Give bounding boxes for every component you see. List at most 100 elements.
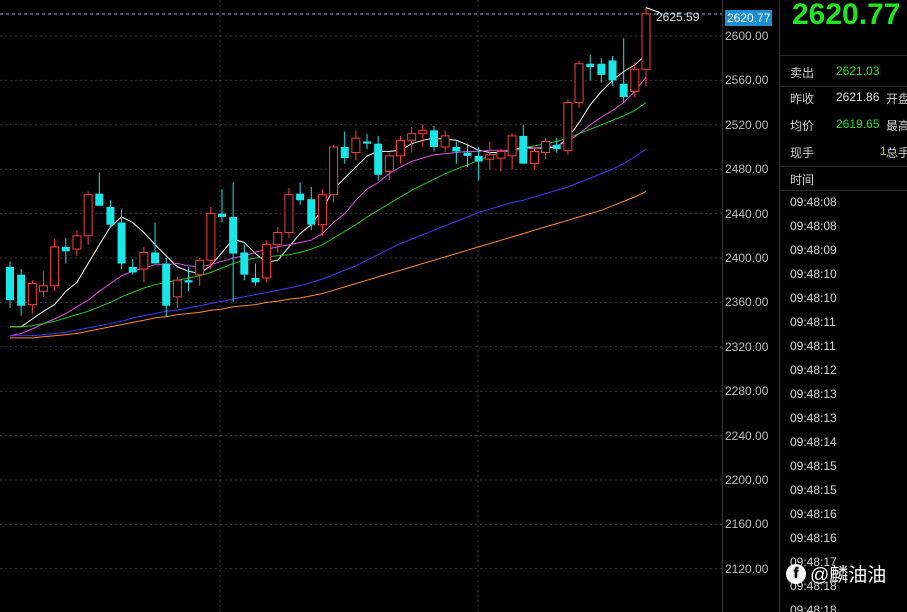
trade-time: 09:48:12	[790, 363, 837, 377]
candle-body	[262, 244, 272, 279]
watermark-text: @麟油油	[810, 565, 887, 586]
price-tick-label: 2480.00	[725, 162, 769, 177]
price-tick-label: 2280.00	[725, 384, 769, 399]
trade-time: 09:48:15	[790, 483, 837, 497]
candle-body	[240, 252, 249, 275]
panel-divider	[780, 86, 907, 87]
price-tick-label: 2200.00	[725, 473, 769, 487]
candle-body	[574, 63, 584, 104]
trade-time: 09:48:13	[790, 411, 837, 425]
quote-row-volume: 现手 1 总手	[790, 144, 907, 164]
candle-body	[6, 266, 14, 301]
kline-chart[interactable]	[0, 0, 722, 612]
price-tick-label: 2440.00	[725, 206, 769, 221]
price-tick-label: 2120.00	[725, 561, 769, 576]
quote-value: 2621.03	[836, 64, 880, 78]
trade-time: 09:48:09	[790, 243, 837, 257]
candle-body	[463, 152, 472, 156]
quote-row-prev-close: 昨收 2621.86 开盘	[790, 90, 907, 110]
price-axis: 2620.77 2600.00 2560.00 2520.00 2480.00 2440…	[722, 0, 780, 612]
candle-body	[374, 143, 383, 175]
price-tick-label: 2600.00	[725, 29, 769, 43]
candle-body	[363, 141, 372, 144]
watermark: f @麟油油	[786, 560, 886, 587]
candle-body	[172, 279, 182, 298]
price-tick-label: 2320.00	[725, 339, 769, 354]
candle-body	[117, 222, 126, 264]
quote-label: 均价	[790, 119, 815, 133]
panel-divider	[780, 166, 907, 167]
trade-time: 09:48:18	[790, 603, 837, 612]
candle-body	[61, 246, 70, 252]
candle-body	[151, 252, 160, 264]
last-price-tag: 2620.77	[725, 10, 773, 26]
candle-body	[128, 266, 137, 273]
kline-chart-area[interactable]: 2625.59	[0, 0, 722, 612]
quote-label-2: 开盘	[886, 92, 907, 106]
candle-body	[139, 251, 149, 270]
quote-label-2: 最高	[886, 119, 907, 133]
trade-time: 09:48:18	[790, 579, 837, 593]
candle-body	[340, 147, 349, 159]
candle-body	[507, 135, 517, 157]
high-marker-line	[645, 7, 661, 14]
candle-body	[597, 63, 606, 75]
trade-time: 09:48:16	[790, 531, 837, 545]
moving-average-line	[9, 76, 647, 337]
trade-time: 09:48:08	[790, 219, 837, 233]
panel-divider	[780, 55, 907, 56]
candle-body	[195, 259, 205, 276]
candle-body	[496, 150, 506, 159]
candle-body	[27, 283, 37, 306]
candle-body	[38, 285, 48, 292]
price-tick-label: 2240.00	[725, 428, 769, 443]
quote-value: 2619.65	[836, 117, 880, 131]
candle-body	[307, 199, 316, 225]
moving-average-line	[10, 148, 647, 337]
candle-body	[430, 130, 438, 147]
candle-body	[396, 139, 406, 157]
candle-body	[329, 146, 339, 196]
candle-body	[619, 83, 628, 98]
candle-body	[229, 216, 238, 254]
candle-body	[162, 263, 171, 306]
quote-label: 卖出	[790, 66, 815, 80]
quote-row-sell: 卖出 2621.03	[790, 64, 907, 84]
candle-body	[641, 13, 651, 70]
candle-body	[452, 147, 461, 152]
facebook-icon: f	[786, 563, 806, 584]
candle-body	[586, 63, 595, 68]
candle-body	[251, 277, 260, 283]
price-tick-label: 2160.00	[725, 517, 769, 532]
quote-label-2: 总手	[886, 146, 907, 160]
candle-body	[608, 60, 617, 81]
moving-average-line	[10, 190, 647, 339]
candle-body	[541, 140, 551, 154]
quote-panel: 2620.77 卖出 2621.03 昨收 2621.86 开盘 均价 2619…	[779, 0, 907, 612]
candle-body	[474, 155, 483, 162]
moving-average-line	[10, 54, 647, 328]
candle-body	[83, 194, 93, 237]
panel-divider	[780, 190, 907, 191]
candle-body	[50, 246, 60, 287]
quote-value: 2621.86	[836, 90, 880, 104]
quote-label: 昨收	[790, 92, 815, 106]
price-tick-label: 2400.00	[725, 251, 769, 265]
current-price: 2620.77	[792, 0, 901, 31]
candle-body	[206, 213, 216, 261]
trade-time: 09:48:11	[790, 315, 836, 329]
price-tick-label: 2560.00	[725, 73, 769, 88]
candle-body	[72, 235, 82, 250]
candle-body	[273, 231, 283, 246]
trade-time-list[interactable]: 09:48:08 09:48:08 09:48:09 09:48:10 09:48:10…	[790, 190, 837, 612]
candle-body	[17, 274, 26, 306]
candle-body	[351, 137, 361, 154]
candle-body	[440, 135, 450, 148]
candle-body	[296, 193, 305, 201]
quote-value: 1	[880, 144, 887, 158]
candle-body	[95, 193, 104, 206]
time-column-header: 时间	[790, 173, 815, 187]
candle-body	[563, 102, 573, 151]
moving-average-line	[10, 102, 647, 328]
price-tick-label: 2520.00	[725, 117, 769, 132]
